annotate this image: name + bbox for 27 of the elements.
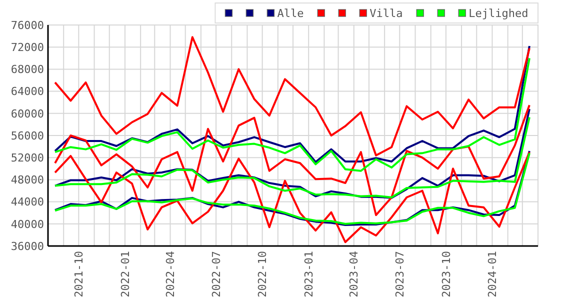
legend-label: Villa xyxy=(370,6,403,20)
x-tick-label: 2022-04 xyxy=(164,250,178,298)
y-tick-label: 40000 xyxy=(10,218,44,231)
x-tick-label: 2023-07 xyxy=(394,251,407,298)
x-tick-label: 2022-07 xyxy=(210,251,223,298)
x-tick-label: 2022-01 xyxy=(118,251,132,298)
x-tick-label: 2022-10 xyxy=(256,251,270,298)
y-tick-label: 36000 xyxy=(10,240,44,253)
y-tick-label: 76000 xyxy=(10,18,44,32)
y-tick-label: 72000 xyxy=(10,40,44,54)
y-tick-label: 44000 xyxy=(10,196,44,209)
y-tick-label: 56000 xyxy=(10,129,44,142)
line-series xyxy=(54,104,530,216)
y-tick-label: 52000 xyxy=(10,151,44,164)
line-series xyxy=(54,57,530,172)
x-tick-label: 2021-10 xyxy=(72,251,86,298)
y-tick-label: 48000 xyxy=(10,174,44,187)
line-series xyxy=(54,151,530,244)
legend-label: Lejlighed xyxy=(468,6,528,20)
x-tick-label: 2023-04 xyxy=(348,250,361,298)
x-tick-label: 2023-01 xyxy=(302,251,316,298)
y-tick-label: 68000 xyxy=(10,63,44,76)
y-tick-label: 60000 xyxy=(10,107,44,120)
x-tick-label: 2023-10 xyxy=(440,251,453,298)
legend-label: Alle xyxy=(277,6,304,20)
y-tick-label: 64000 xyxy=(10,85,44,98)
x-tick-label: 2024-01 xyxy=(486,251,500,298)
